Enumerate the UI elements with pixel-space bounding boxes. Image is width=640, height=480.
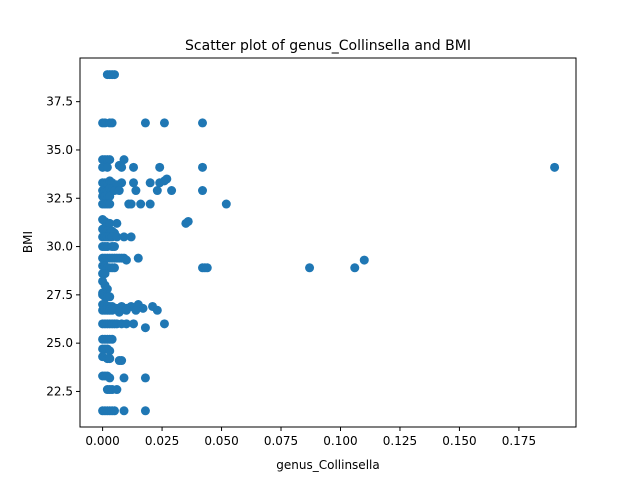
data-point — [138, 303, 148, 313]
data-point — [105, 354, 115, 364]
data-point — [198, 118, 208, 128]
data-point — [129, 178, 139, 188]
x-tick-label: 0.050 — [204, 434, 238, 448]
data-point — [121, 255, 131, 265]
data-point — [119, 373, 129, 383]
data-point — [198, 162, 208, 172]
data-point — [159, 319, 169, 329]
data-point — [350, 263, 360, 273]
data-point — [126, 199, 136, 209]
data-point — [117, 356, 127, 366]
data-point — [105, 346, 115, 356]
data-point — [117, 178, 127, 188]
data-point — [121, 319, 131, 329]
data-point — [114, 307, 124, 317]
data-point — [131, 305, 141, 315]
data-point — [202, 263, 212, 273]
data-point — [107, 305, 117, 315]
data-point — [550, 162, 560, 172]
data-point — [100, 269, 110, 279]
data-point — [152, 186, 162, 196]
data-point — [140, 118, 150, 128]
data-point — [359, 255, 369, 265]
x-tick-label: 0.075 — [264, 434, 298, 448]
plot-frame — [79, 57, 577, 428]
y-tick-label: 37.5 — [46, 95, 73, 109]
y-axis-ticks: 22.5 25.0 27.5 30.0 32.5 35.0 37.5 — [46, 95, 80, 398]
data-point — [119, 232, 129, 242]
data-point — [105, 373, 115, 383]
data-point — [131, 186, 141, 196]
data-points — [98, 70, 560, 416]
data-point — [126, 232, 136, 242]
x-tick-label: 0.175 — [502, 434, 536, 448]
data-point — [155, 162, 165, 172]
y-tick-label: 30.0 — [46, 240, 73, 254]
y-tick-label: 35.0 — [46, 143, 73, 157]
data-point — [105, 218, 115, 228]
data-point — [109, 242, 119, 252]
data-point — [105, 292, 115, 302]
y-tick-label: 25.0 — [46, 336, 73, 350]
data-point — [105, 191, 115, 201]
data-point — [145, 178, 155, 188]
data-point — [119, 406, 129, 416]
x-tick-label: 0.100 — [323, 434, 357, 448]
data-point — [105, 199, 115, 209]
data-point — [129, 319, 139, 329]
data-point — [105, 155, 115, 165]
x-axis-ticks: 0.000 0.025 0.050 0.075 0.100 0.125 0.150 0.175 — [85, 427, 536, 448]
y-tick-label: 22.5 — [46, 384, 73, 398]
data-point — [133, 253, 143, 263]
data-point — [198, 186, 208, 196]
data-point — [152, 305, 162, 315]
data-point — [305, 263, 315, 273]
data-point — [140, 373, 150, 383]
chart-title: Scatter plot of genus_Collinsella and BM… — [185, 38, 471, 54]
data-point — [107, 334, 117, 344]
x-axis-label: genus_Collinsella — [276, 458, 379, 472]
y-tick-label: 27.5 — [46, 288, 73, 302]
data-point — [140, 406, 150, 416]
data-point — [140, 323, 150, 333]
x-tick-label: 0.150 — [442, 434, 476, 448]
data-point — [112, 232, 122, 242]
data-point — [129, 162, 139, 172]
data-point — [121, 305, 131, 315]
data-point — [221, 199, 231, 209]
data-point — [107, 118, 117, 128]
data-point — [145, 199, 155, 209]
data-point — [102, 162, 112, 172]
data-point — [109, 70, 119, 80]
data-point — [114, 186, 124, 196]
data-point — [112, 385, 122, 395]
data-point — [162, 174, 172, 184]
x-tick-label: 0.000 — [85, 434, 119, 448]
data-point — [119, 155, 129, 165]
data-point — [183, 216, 193, 226]
data-point — [112, 218, 122, 228]
data-point — [167, 186, 177, 196]
y-tick-label: 32.5 — [46, 191, 73, 205]
data-point — [159, 118, 169, 128]
x-tick-label: 0.125 — [383, 434, 417, 448]
data-point — [136, 199, 146, 209]
data-point — [117, 162, 127, 172]
data-point — [109, 263, 119, 273]
data-point — [109, 406, 119, 416]
y-axis-label: BMI — [21, 231, 35, 253]
x-tick-label: 0.025 — [145, 434, 179, 448]
